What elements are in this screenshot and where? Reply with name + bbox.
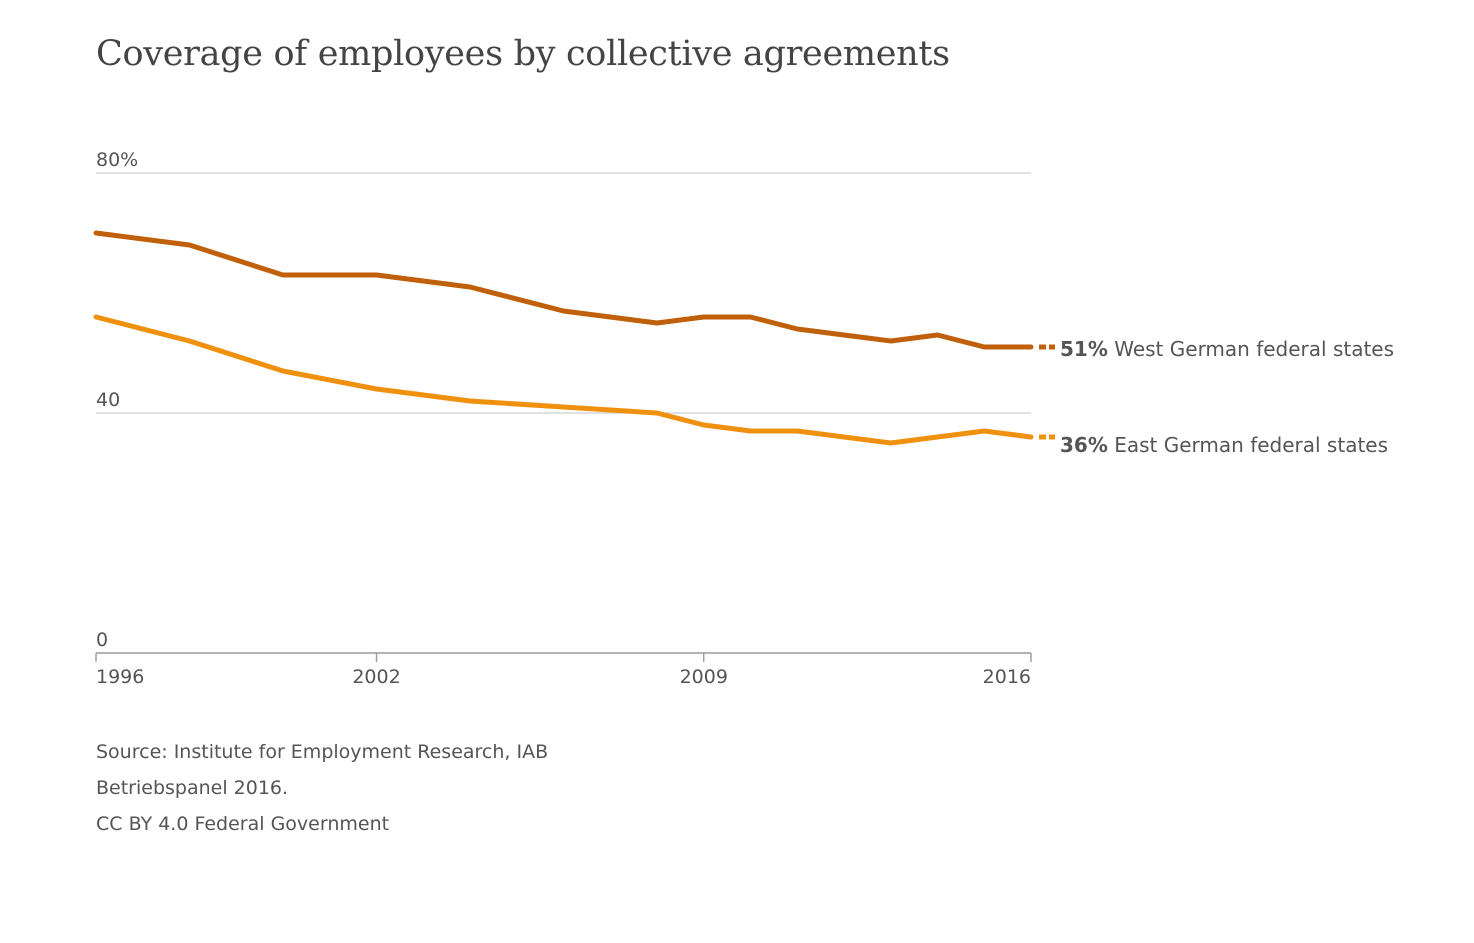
- end-label-east: 36% East German federal states: [1060, 433, 1388, 457]
- x-axis: 1996 2002 2009 2016: [95, 652, 1032, 688]
- source-line: Source: Institute for Employment Researc…: [96, 741, 549, 763]
- end-label-series-name: West German federal states: [1108, 337, 1394, 361]
- end-label-west: 51% West German federal states: [1060, 337, 1394, 361]
- x-tick-label: 2002: [352, 666, 400, 688]
- series-line-east: [93, 314, 1034, 446]
- series-lines: [93, 230, 1034, 446]
- x-tick-label: 2009: [680, 666, 728, 688]
- source-line: Betriebspanel 2016.: [96, 777, 289, 799]
- license-line: CC BY 4.0 Federal Government: [96, 813, 390, 835]
- line-chart: 80% 40 0 1996 2002 2009 2016 51% West German …: [93, 149, 1394, 688]
- y-tick-label: 40: [96, 389, 120, 411]
- end-labels: 51% West German federal states 36% East G…: [1039, 337, 1394, 457]
- source-note: Source: Institute for Employment Researc…: [96, 734, 548, 842]
- y-tick-label: 80%: [96, 149, 138, 171]
- chart-title: Coverage of employees by collective agre…: [96, 34, 950, 74]
- series-line-west: [93, 230, 1034, 350]
- x-tick-label: 2016: [983, 666, 1031, 688]
- gridlines: 80% 40 0: [96, 149, 1031, 651]
- end-label-series-name: East German federal states: [1108, 433, 1388, 457]
- end-label-value: 36%: [1060, 433, 1108, 457]
- x-tick-label: 1996: [96, 666, 144, 688]
- end-label-value: 51%: [1060, 337, 1108, 361]
- y-tick-label: 0: [96, 629, 108, 651]
